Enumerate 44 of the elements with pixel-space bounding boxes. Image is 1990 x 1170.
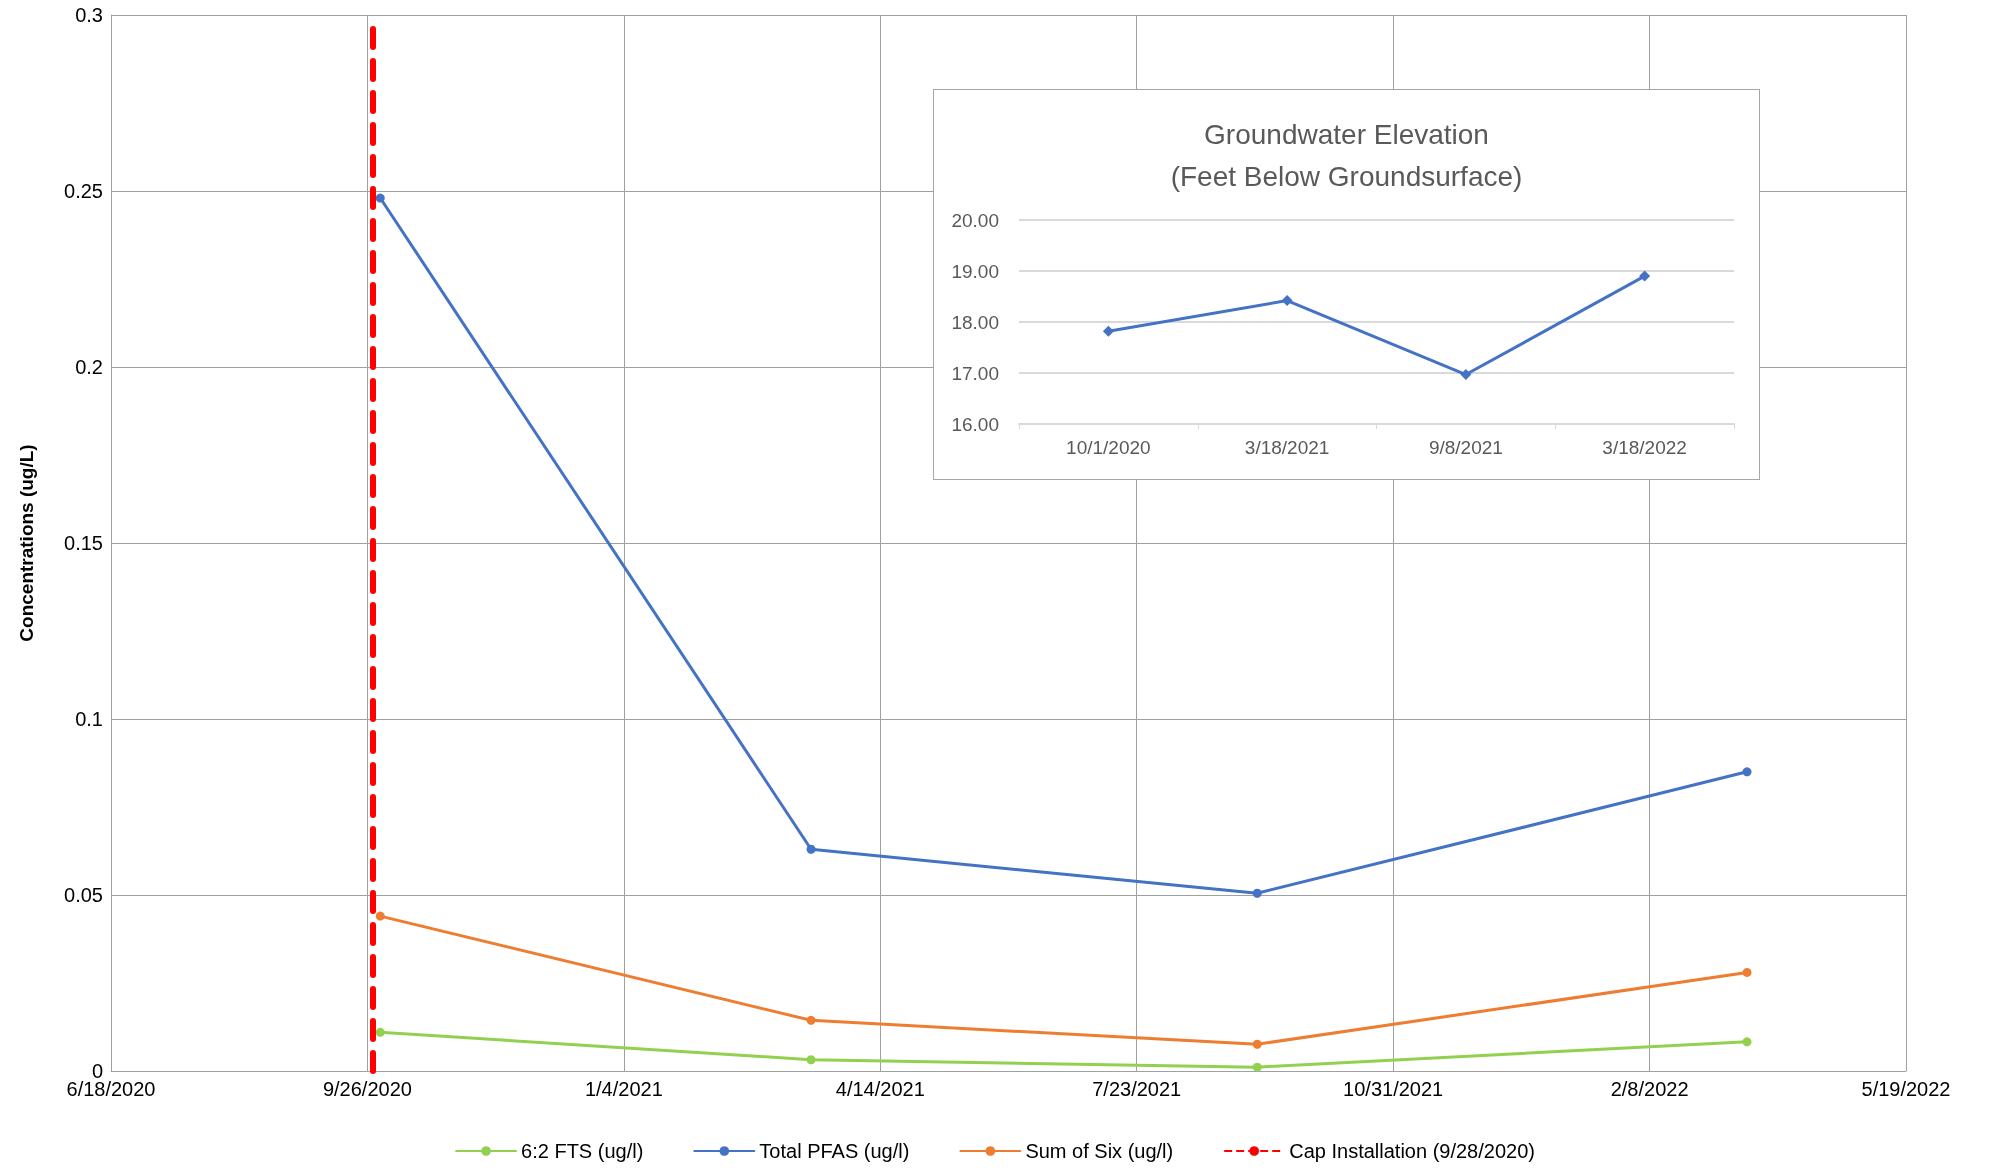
x-tick-label: 3/18/2021 — [1244, 437, 1330, 458]
x-tick-label: 9/26/2020 — [322, 1078, 412, 1100]
x-tick-label: 5/19/2022 — [1861, 1078, 1951, 1100]
x-tick-label: 10/31/2021 — [1343, 1078, 1444, 1100]
point — [806, 844, 816, 854]
y-tick-label: 0.1 — [75, 708, 103, 730]
y-tick-label: 17.00 — [951, 362, 999, 384]
point — [1102, 325, 1114, 337]
y-tick-label: 0.2 — [75, 356, 103, 378]
y-tick-label: 19.00 — [951, 260, 999, 282]
y-tick-label: 16.00 — [951, 413, 999, 435]
legend-label: Total PFAS (ug/l) — [759, 1140, 910, 1162]
y-axis-title: Concentrations (ug/L) — [16, 444, 37, 642]
x-tick-label: 2/8/2022 — [1610, 1078, 1689, 1100]
point — [806, 1055, 816, 1065]
point — [1252, 1039, 1262, 1049]
x-tick-label: 9/8/2021 — [1428, 437, 1503, 458]
point — [1460, 369, 1472, 381]
point — [1252, 888, 1262, 898]
point — [1281, 295, 1293, 307]
x-tick-label: 7/23/2021 — [1092, 1078, 1182, 1100]
y-tick-label: 18.00 — [951, 311, 999, 333]
x-tick-label: 4/14/2021 — [835, 1078, 925, 1100]
point — [375, 911, 385, 921]
legend-label: 6:2 FTS (ug/l) — [521, 1140, 644, 1162]
chart-title: Groundwater Elevation (Feet Below Groundsurface) — [1170, 118, 1523, 192]
point — [375, 193, 385, 203]
y-tick-label: 0.05 — [64, 884, 103, 906]
legend-label: Cap Installation (9/28/2020) — [1289, 1140, 1535, 1162]
y-tick-label: 0.15 — [64, 532, 103, 554]
point — [1742, 967, 1752, 977]
point — [1639, 270, 1651, 282]
legend-label: Sum of Six (ug/l) — [1025, 1140, 1174, 1162]
x-tick-label: 3/18/2022 — [1602, 437, 1687, 458]
x-tick-label: 10/1/2020 — [1066, 437, 1151, 458]
point — [375, 1027, 385, 1037]
point — [1252, 1062, 1262, 1072]
point — [806, 1015, 816, 1025]
y-tick-label: 0.25 — [64, 180, 103, 202]
point — [1742, 767, 1752, 777]
point — [1742, 1037, 1752, 1047]
x-tick-label: 1/4/2021 — [584, 1078, 663, 1100]
y-tick-label: 0.3 — [75, 4, 103, 26]
y-tick-label: 20.00 — [951, 209, 999, 231]
